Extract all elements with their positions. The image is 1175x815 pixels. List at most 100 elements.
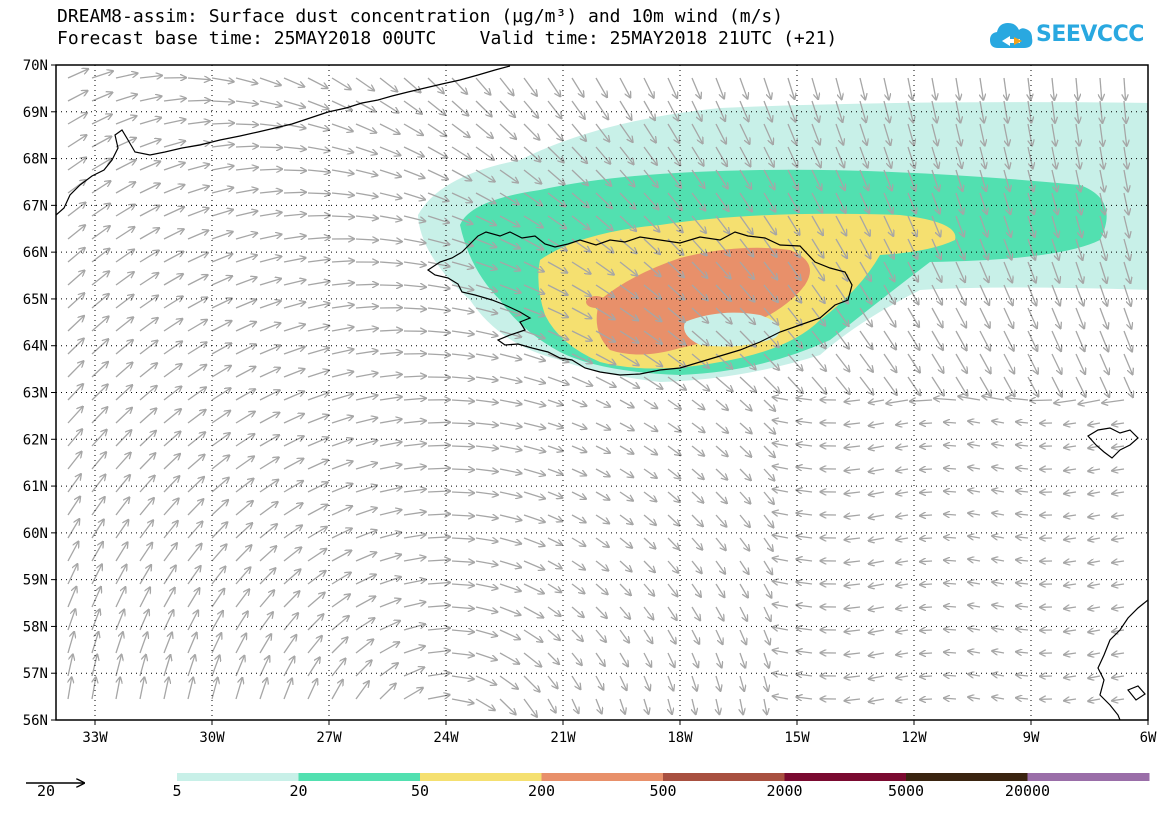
- lat-label: 64N: [23, 339, 48, 355]
- wind-arrow: [907, 238, 917, 259]
- wind-arrow: [896, 584, 909, 586]
- wind-arrow: [643, 652, 651, 667]
- wind-arrow: [475, 215, 496, 225]
- wind-arrow: [619, 445, 634, 454]
- wind-arrow: [643, 491, 656, 501]
- wind-arrow: [920, 423, 933, 424]
- wind-arrow: [955, 376, 967, 396]
- dust-band-200-patch: [586, 296, 606, 308]
- wind-arrow: [910, 400, 933, 401]
- wind-arrow: [667, 353, 686, 367]
- wind-arrow: [859, 169, 868, 190]
- wind-arrow: [619, 330, 639, 343]
- wind-arrow: [547, 422, 563, 428]
- wind-arrow: [763, 606, 771, 621]
- wind-arrow: [1123, 192, 1129, 215]
- colorbar-label: 5: [172, 782, 182, 800]
- wind-arrow: [259, 656, 269, 677]
- wind-arrow: [475, 100, 492, 116]
- wind-arrow: [1088, 538, 1101, 540]
- wind-arrow: [643, 445, 657, 455]
- wind-arrow: [1064, 584, 1077, 586]
- wind-arrow: [235, 545, 251, 562]
- wind-arrow: [955, 123, 961, 145]
- wind-arrow: [115, 94, 137, 102]
- wind-arrow: [115, 363, 133, 378]
- wind-arrow: [992, 421, 1005, 423]
- wind-arrow: [763, 284, 778, 302]
- wind-arrow: [739, 238, 753, 257]
- wind-arrow: [307, 281, 330, 285]
- wind-arrow: [907, 169, 915, 191]
- wind-arrow: [187, 678, 193, 700]
- wind-arrow: [379, 192, 401, 198]
- wind-arrow: [595, 468, 610, 476]
- wind-arrow: [1003, 307, 1013, 328]
- wind-arrow: [739, 606, 747, 621]
- wind-arrow: [907, 307, 919, 327]
- wind-arrow: [595, 606, 607, 618]
- wind-arrow: [499, 560, 521, 567]
- wind-arrow: [451, 515, 474, 516]
- wind-arrow: [379, 487, 402, 493]
- logo-text: SEEVCCC: [1036, 22, 1144, 47]
- wind-arrow: [499, 399, 522, 404]
- wind-arrow: [763, 537, 773, 551]
- wind-arrow: [619, 307, 638, 320]
- wind-arrow: [235, 634, 246, 654]
- wind-arrow: [307, 170, 330, 172]
- wind-arrow: [331, 616, 349, 631]
- wind-arrow: [1051, 215, 1058, 237]
- wind-arrow: [475, 492, 498, 495]
- wind-arrow: [211, 123, 234, 124]
- wind-arrow: [643, 284, 661, 299]
- wind-arrow: [845, 538, 861, 540]
- wind-arrow: [235, 146, 258, 147]
- wind-arrow: [571, 445, 586, 452]
- wind-arrow: [691, 123, 703, 143]
- wind-arrow: [67, 564, 77, 585]
- wind-arrow: [907, 376, 920, 395]
- wind-arrow: [1099, 376, 1109, 397]
- wind-arrow: [451, 653, 474, 656]
- wind-arrow: [163, 364, 182, 378]
- wind-arrow: [211, 567, 225, 585]
- wind-arrow: [619, 146, 634, 164]
- wind-arrow: [763, 169, 775, 189]
- wind-arrow: [379, 100, 399, 113]
- wind-arrow: [811, 100, 819, 122]
- wind-arrow: [1112, 630, 1125, 632]
- lon-label: 27W: [316, 730, 342, 746]
- wind-arrow: [91, 497, 105, 516]
- wind-arrow: [475, 123, 493, 138]
- wind-arrow: [715, 491, 727, 503]
- wind-arrow: [845, 446, 861, 448]
- wind-arrow: [379, 465, 402, 470]
- wind-arrow: [355, 306, 378, 308]
- wind-arrow: [1064, 515, 1077, 517]
- lat-label: 62N: [23, 432, 48, 448]
- wind-arrow: [427, 215, 449, 223]
- wind-arrow: [139, 565, 151, 585]
- wind-arrow: [67, 632, 74, 654]
- wind-arrow: [283, 613, 298, 631]
- wind-arrow: [163, 543, 177, 562]
- wind-arrow: [499, 307, 521, 315]
- lon-label: 30W: [199, 730, 225, 746]
- wind-arrow: [773, 420, 789, 423]
- wind-arrow: [968, 513, 981, 515]
- wind-arrow: [907, 284, 919, 304]
- wind-arrow: [115, 250, 134, 263]
- wind-arrow: [187, 186, 209, 194]
- wind-arrow: [1027, 146, 1033, 169]
- wind-arrow: [571, 307, 591, 318]
- wind-arrow: [979, 146, 985, 168]
- wind-arrow: [451, 354, 474, 357]
- wind-arrow: [91, 564, 102, 585]
- wind-arrow: [739, 537, 749, 551]
- wind-arrow: [451, 698, 474, 703]
- wind-arrow: [259, 612, 273, 631]
- wind-arrow: [968, 444, 981, 446]
- wind-arrow: [1112, 676, 1125, 678]
- wind-arrow: [403, 285, 426, 287]
